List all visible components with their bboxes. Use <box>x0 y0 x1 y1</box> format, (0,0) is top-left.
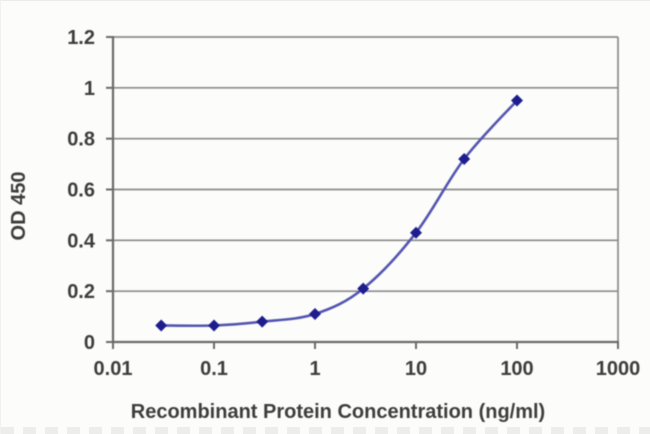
x-tick-label: 100 <box>500 358 533 380</box>
jpeg-artifact-strip <box>1 427 650 434</box>
data-point-marker <box>511 94 523 107</box>
y-axis-title: OD 450 <box>8 172 30 241</box>
y-tick-label: 1.2 <box>67 27 95 49</box>
tick-label-layer: 0 0.2 0.4 0.6 0.8 1 1.2 0.01 0.1 1 10 100 1000 <box>67 27 640 380</box>
x-tick-label: 0.1 <box>200 358 228 380</box>
series-layer <box>155 94 523 332</box>
data-point-marker <box>155 319 168 332</box>
data-point-marker <box>410 226 422 239</box>
y-tick-label: 0.6 <box>67 180 95 202</box>
grid-layer <box>113 36 618 293</box>
data-point-marker <box>309 308 321 321</box>
y-tick-label: 1 <box>84 78 95 100</box>
y-tick-label: 0.2 <box>67 281 95 303</box>
data-point-marker <box>458 153 471 165</box>
data-point-marker <box>256 315 269 328</box>
y-tick-label: 0.4 <box>67 230 96 252</box>
x-axis-title: Recombinant Protein Concentration (ng/ml… <box>131 401 545 423</box>
data-point-marker <box>357 282 370 295</box>
x-tick-label: 1000 <box>596 358 641 380</box>
y-tick-label: 0 <box>84 332 95 354</box>
data-point-marker <box>208 319 220 332</box>
x-tick-label: 10 <box>405 358 427 380</box>
axis-layer <box>106 36 619 349</box>
x-tick-label: 0.01 <box>94 358 133 380</box>
y-tick-label: 0.8 <box>67 129 95 151</box>
x-tick-label: 1 <box>309 358 320 380</box>
